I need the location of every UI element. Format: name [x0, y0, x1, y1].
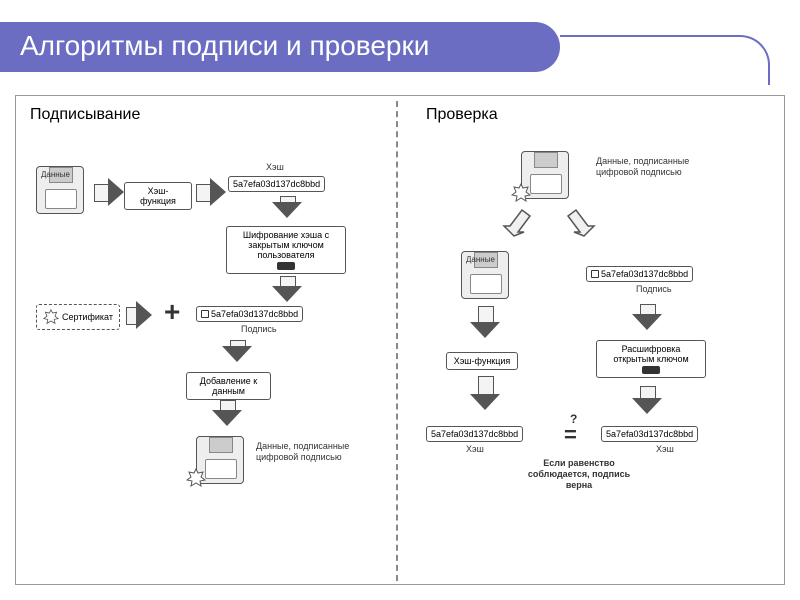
verify-conclusion: Если равенство соблюдается, подпись верн…: [524, 458, 634, 490]
decrypt-box: Расшифровка открытым ключом: [596, 340, 706, 378]
title-bar: Алгоритмы подписи и проверки: [0, 22, 560, 72]
signature-caption: Подпись: [241, 324, 277, 334]
page-title: Алгоритмы подписи и проверки: [20, 30, 429, 61]
verify-hash-left-caption: Хэш: [466, 444, 484, 454]
diagram-content: Подписывание Данные Хэш-функция Хэш 5a7e…: [15, 95, 785, 585]
plus-sign: +: [164, 296, 180, 328]
encrypt-box: Шифрование хэша с закрытым ключом пользо…: [226, 226, 346, 274]
signing-heading: Подписывание: [30, 106, 140, 124]
hash-fn-box: Хэш-функция: [124, 182, 192, 210]
arrow-diag-left-icon: [496, 204, 536, 249]
arrow-diag-right-icon: [564, 204, 604, 249]
seal-icon: [511, 183, 531, 203]
equals-sign: =: [564, 422, 577, 448]
verify-sig-caption: Подпись: [636, 284, 672, 294]
verify-data-label: Данные: [466, 255, 495, 264]
signature-box: 5a7efa03d137dc8bbd: [196, 306, 303, 322]
signed-caption: Данные, подписанные цифровой подписью: [256, 441, 366, 463]
lock-icon: [201, 310, 209, 318]
hash-title: Хэш: [266, 162, 284, 172]
seal-icon: [43, 309, 59, 325]
certificate-box: Сертификат: [36, 304, 120, 330]
panel-divider: [396, 101, 398, 581]
verify-heading: Проверка: [426, 106, 498, 124]
floppy-data-label: Данные: [41, 170, 70, 179]
key-icon: [642, 366, 660, 374]
lock-icon: [591, 270, 599, 278]
hash-value-box: 5a7efa03d137dc8bbd: [228, 176, 325, 192]
verify-hashfn-box: Хэш-функция: [446, 352, 518, 370]
seal-icon: [186, 468, 206, 488]
verify-hash-right: 5a7efa03d137dc8bbd: [601, 426, 698, 442]
verify-signed-caption: Данные, подписанные цифровой подписью: [596, 156, 706, 178]
verify-hash-right-caption: Хэш: [656, 444, 674, 454]
append-box: Добавление к данным: [186, 372, 271, 400]
key-icon: [277, 262, 295, 270]
title-curve: [560, 35, 770, 85]
verify-sig-box: 5a7efa03d137dc8bbd: [586, 266, 693, 282]
verify-hash-left: 5a7efa03d137dc8bbd: [426, 426, 523, 442]
